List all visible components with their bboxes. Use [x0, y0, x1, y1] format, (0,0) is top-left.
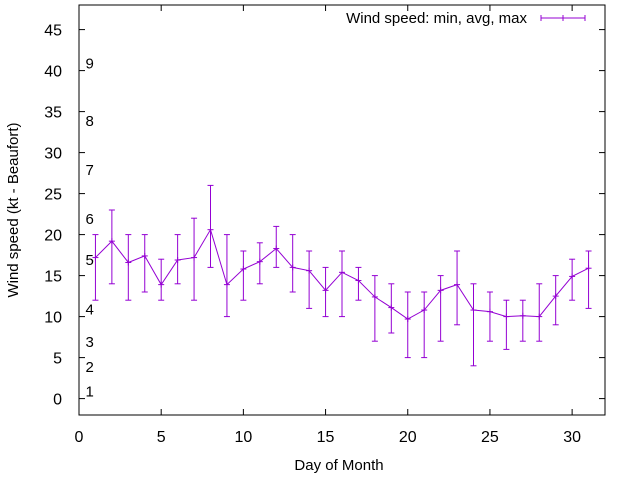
- y-tick-label: 20: [44, 228, 62, 245]
- data-point: [223, 281, 230, 288]
- x-tick-label: 0: [75, 429, 84, 446]
- data-point: [108, 238, 115, 245]
- x-tick-label: 25: [481, 429, 499, 446]
- x-tick-label: 5: [157, 429, 166, 446]
- data-point: [421, 307, 428, 314]
- y-tick-label: 0: [53, 392, 62, 409]
- beaufort-label: 1: [86, 383, 94, 400]
- y-tick-label: 45: [44, 23, 62, 40]
- data-point: [174, 257, 181, 264]
- x-tick-label: 10: [234, 429, 252, 446]
- data-point: [141, 252, 148, 259]
- data-point: [158, 281, 165, 288]
- data-point: [503, 313, 510, 320]
- series-layer: [92, 184, 592, 367]
- data-point: [470, 307, 477, 314]
- data-point: [339, 269, 345, 276]
- beaufort-label: 9: [86, 55, 94, 72]
- data-point: [585, 265, 592, 272]
- data-point: [289, 264, 296, 271]
- y-tick-label: 5: [53, 351, 62, 368]
- x-tick-label: 20: [399, 429, 417, 446]
- x-tick-label: 15: [317, 429, 335, 446]
- y-tick-label: 15: [44, 269, 62, 286]
- x-tick-label: 30: [563, 429, 581, 446]
- legend: Wind speed: min, avg, max: [346, 10, 586, 27]
- beaufort-label: 7: [86, 162, 94, 179]
- data-point: [306, 267, 313, 274]
- beaufort-label: 5: [86, 252, 94, 269]
- y-tick-label: 35: [44, 105, 62, 122]
- data-point: [519, 312, 526, 319]
- data-point: [569, 273, 576, 280]
- y-tick-label: 30: [44, 146, 62, 163]
- data-point: [536, 313, 543, 320]
- data-point: [437, 287, 444, 294]
- beaufort-label: 3: [86, 334, 94, 351]
- plot-frame: [78, 4, 606, 416]
- data-point: [404, 316, 411, 323]
- data-point: [92, 254, 99, 261]
- y-tick-label: 10: [44, 310, 62, 327]
- data-point: [256, 258, 263, 265]
- data-point: [355, 277, 362, 284]
- data-point: [240, 266, 247, 273]
- beaufort-label: 2: [86, 359, 94, 376]
- data-point: [125, 259, 132, 266]
- data-point: [207, 226, 214, 233]
- x-axis-title: Day of Month: [294, 457, 383, 474]
- beaufort-label: 4: [86, 301, 94, 318]
- y-axis-title: Wind speed (kt - Beaufort): [5, 122, 22, 297]
- data-point: [322, 287, 329, 294]
- legend-key: [540, 15, 586, 21]
- data-point: [486, 308, 493, 315]
- y-tick-label: 25: [44, 187, 62, 204]
- beaufort-labels: 1 2 3 4 5 6 7 8 9: [86, 55, 94, 400]
- legend-label: Wind speed: min, avg, max: [346, 10, 527, 27]
- data-point: [388, 304, 395, 311]
- data-point: [454, 281, 461, 288]
- beaufort-label: 8: [86, 113, 94, 130]
- data-point: [371, 293, 378, 300]
- data-point: [273, 245, 280, 252]
- y-tick-label: 40: [44, 64, 62, 81]
- data-point: [552, 293, 559, 300]
- data-point: [191, 254, 198, 261]
- beaufort-label: 6: [86, 211, 94, 228]
